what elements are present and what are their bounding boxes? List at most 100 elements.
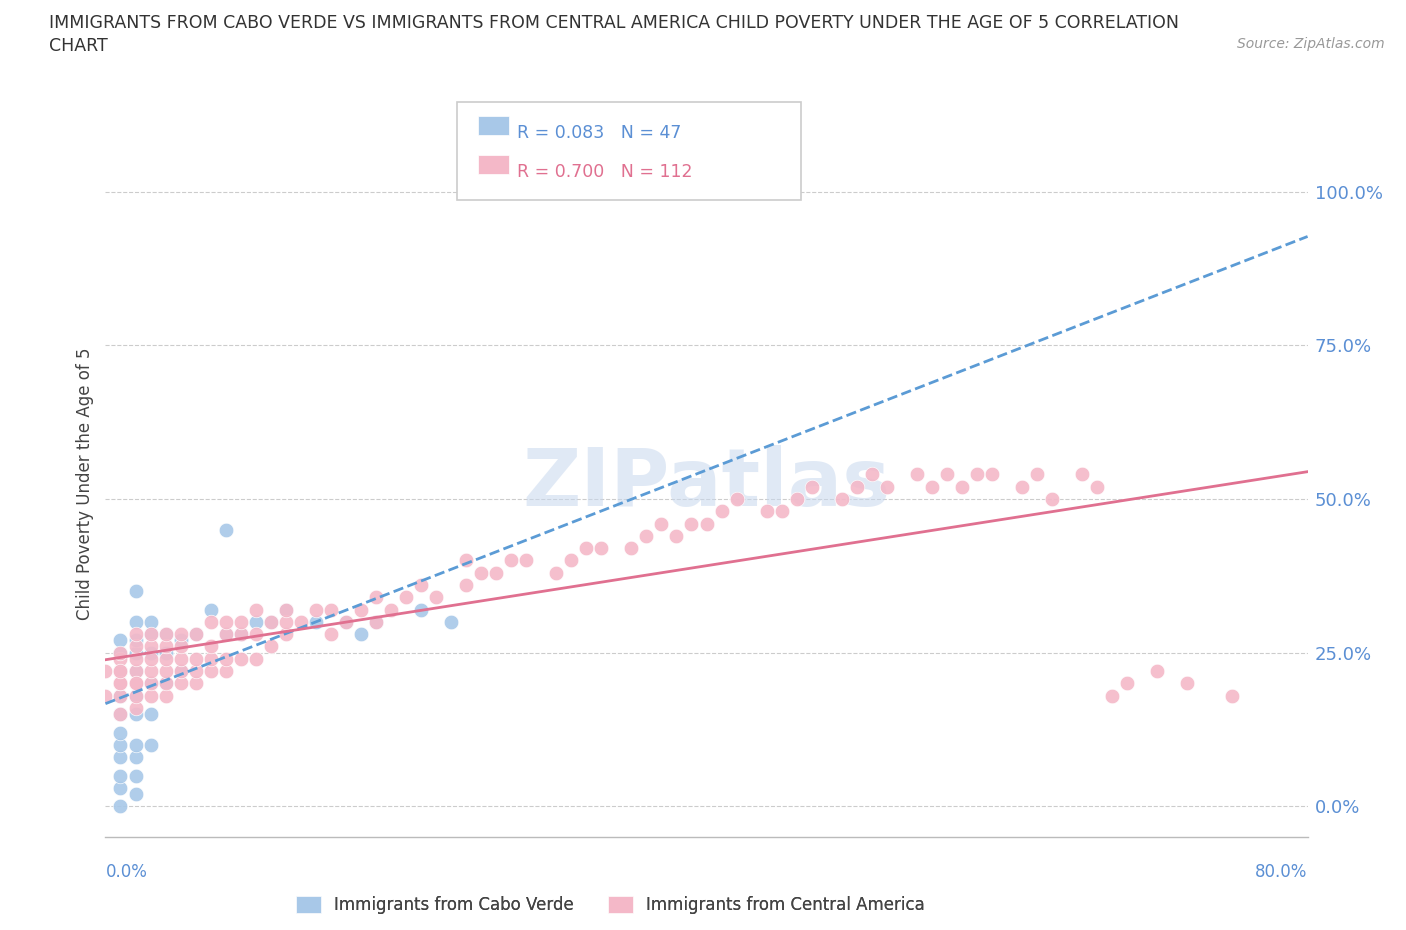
Point [921,479,943,494]
Point [1175,676,1198,691]
Point [501,553,523,568]
Point [770,504,793,519]
Text: R = 0.083   N = 47: R = 0.083 N = 47 [517,124,682,141]
Point [1071,467,1094,482]
Point [245,627,267,642]
Point [155,676,177,691]
Point [274,627,297,642]
Point [169,627,191,642]
Point [139,707,162,722]
Point [155,627,177,642]
Point [124,664,146,679]
Point [1040,492,1063,507]
Point [155,639,177,654]
Point [110,688,132,703]
Point [409,602,432,617]
Point [124,633,146,648]
Point [860,467,883,482]
Point [200,602,222,617]
Point [454,578,477,592]
Point [229,627,252,642]
Point [124,651,146,666]
Point [409,578,432,592]
Text: 80.0%: 80.0% [1256,863,1308,881]
Text: IMMIGRANTS FROM CABO VERDE VS IMMIGRANTS FROM CENTRAL AMERICA CHILD POVERTY UNDE: IMMIGRANTS FROM CABO VERDE VS IMMIGRANTS… [49,14,1180,32]
Point [110,664,132,679]
Point [94,664,117,679]
Point [169,664,191,679]
Text: 0.0%: 0.0% [105,863,148,881]
Point [440,615,463,630]
Point [845,479,868,494]
Point [350,627,373,642]
Point [650,516,672,531]
Point [485,565,508,580]
Point [124,615,146,630]
Point [364,590,387,604]
Point [155,651,177,666]
Point [260,615,283,630]
Point [200,639,222,654]
Point [214,523,236,538]
Point [214,627,236,642]
Point [200,651,222,666]
Point [546,565,568,580]
Point [110,768,132,783]
Point [425,590,447,604]
Point [665,528,688,543]
Point [110,676,132,691]
Point [305,602,328,617]
Point [110,688,132,703]
Point [169,664,191,679]
Point [274,602,297,617]
Point [124,676,146,691]
Point [155,688,177,703]
Point [184,664,207,679]
Point [260,639,283,654]
Point [274,602,297,617]
Point [950,479,973,494]
Point [155,664,177,679]
Point [800,479,823,494]
Point [260,615,283,630]
Point [305,615,328,630]
Point [184,651,207,666]
Point [290,615,312,630]
Point [725,492,748,507]
Point [200,615,222,630]
Point [319,627,342,642]
Point [1222,688,1244,703]
Point [169,633,191,648]
Point [139,676,162,691]
Point [755,504,778,519]
Point [110,633,132,648]
Point [966,467,988,482]
Point [936,467,959,482]
Text: ZIPatlas: ZIPatlas [523,445,890,523]
Point [124,737,146,752]
Point [681,516,703,531]
Point [245,602,267,617]
Point [454,553,477,568]
Point [155,676,177,691]
Point [139,688,162,703]
Point [110,651,132,666]
Point [110,750,132,764]
Point [139,615,162,630]
Text: R = 0.700   N = 112: R = 0.700 N = 112 [517,163,693,180]
Point [110,664,132,679]
Point [124,707,146,722]
Point [395,590,418,604]
Point [214,664,236,679]
Point [110,664,132,679]
Point [274,615,297,630]
Point [214,627,236,642]
Point [139,737,162,752]
Point [575,540,598,555]
Point [169,676,191,691]
Point [124,664,146,679]
Point [139,651,162,666]
Text: CHART: CHART [49,37,108,55]
Point [184,676,207,691]
Point [124,688,146,703]
